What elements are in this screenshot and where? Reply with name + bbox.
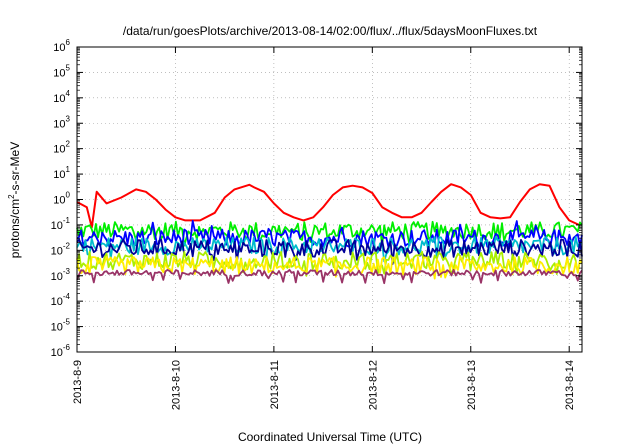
x-tick-label: 2013-8-9	[72, 360, 84, 404]
y-axis-label: protons/cm2-s-sr-MeV	[7, 142, 22, 258]
y-tick-label: 102	[53, 140, 70, 156]
y-tick-label: 105	[53, 63, 70, 79]
y-ticks: 10-6 10-5 10-4 10-3 10-2 10-1 100 101 102 103 104 1…	[51, 38, 582, 359]
y-axis-label-rest: -s-sr-MeV	[8, 142, 22, 195]
series-line	[76, 219, 583, 248]
y-tick-label: 10-1	[51, 216, 71, 232]
y-tick-label: 10-3	[51, 267, 71, 283]
y-tick-label: 10-5	[51, 318, 71, 334]
y-tick-label: 101	[53, 165, 70, 181]
series-line	[76, 183, 580, 229]
y-axis-label-sup: 2	[7, 194, 16, 199]
y-tick-label: 10-6	[51, 343, 71, 359]
y-tick-label: 104	[53, 89, 70, 105]
series-line	[76, 220, 583, 248]
y-tick-label: 103	[53, 114, 70, 130]
x-tick-label: 2013-8-14	[564, 360, 576, 410]
x-axis-label: Coordinated Universal Time (UTC)	[238, 430, 422, 444]
y-tick-label: 10-4	[51, 292, 71, 308]
series-line	[76, 255, 583, 280]
series-layer	[76, 183, 583, 285]
y-tick-label: 10-2	[51, 241, 71, 257]
y-tick-label: 106	[53, 38, 70, 54]
series-line	[76, 268, 583, 285]
series-line	[76, 238, 583, 265]
x-tick-label: 2013-8-13	[466, 360, 478, 410]
y-axis-label-base: protons/cm	[8, 199, 22, 258]
x-tick-label: 2013-8-12	[367, 360, 379, 410]
x-tick-label: 2013-8-10	[170, 360, 182, 410]
x-tick-label: 2013-8-11	[269, 360, 281, 409]
y-tick-label: 100	[53, 191, 70, 207]
x-ticks: 2013-8-9 2013-8-10 2013-8-11 2013-8-12 2013-…	[72, 47, 576, 410]
chart-title: /data/run/goesPlots/archive/2013-08-14/0…	[123, 24, 538, 38]
